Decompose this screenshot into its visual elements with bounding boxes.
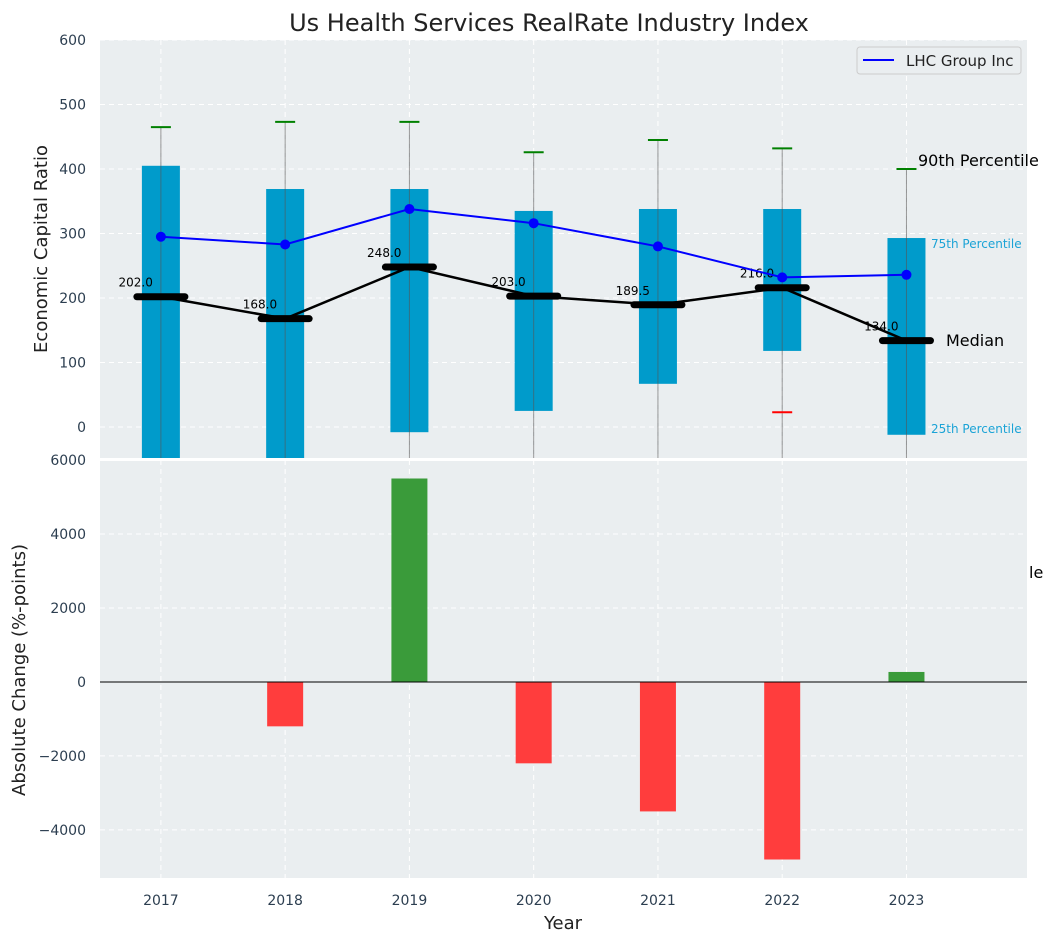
y-tick-label: 400 [59,162,86,178]
annotation-median: Median [946,331,1004,350]
x-tick-label: 2020 [516,893,552,909]
x-tick-label: 2023 [889,893,925,909]
y-tick-label: 6000 [50,453,86,469]
y-tick-label: 0 [77,420,86,436]
y-tick-label: 300 [59,227,86,243]
chart-title: Us Health Services RealRate Industry Ind… [289,9,809,37]
median-value-label: 168.0 [243,298,277,312]
x-tick-label: 2021 [640,893,676,909]
annotation-90th: 90th Percentile [918,151,1039,170]
change-bar-2021 [639,681,676,812]
top-plot: 202.0 168.0 248.0 203.0 189.5 216.0 134.0 [100,40,1027,458]
y-tick-label: 4000 [50,527,86,543]
legend-box [856,46,1022,75]
series-point-2023 [901,269,912,280]
change-bar-2023 [888,671,925,682]
series-point-2022 [777,272,788,283]
y-tick-label: 600 [59,33,86,49]
change-bar-2018 [267,681,304,727]
bottom-plot-background [100,461,1027,878]
median-value-label: 203.0 [491,275,525,289]
y-tick-label: 0 [77,675,86,691]
y-tick-label: 100 [59,356,86,372]
x-tick-label: 2022 [764,893,800,909]
median-value-label: 134.0 [864,320,898,334]
x-axis-label: Year [543,913,583,934]
annotation-clipped: le [1029,563,1043,582]
annotation-25th: 25th Percentile [931,422,1022,436]
y-tick-label: −2000 [39,749,86,765]
y-tick-label: 500 [59,98,86,114]
bottom-y-axis-label: Absolute Change (%-points) [9,544,30,796]
change-bar-2022 [764,681,801,860]
annotation-75th: 75th Percentile [931,237,1022,251]
series-point-2018 [280,239,291,250]
x-tick-label: 2017 [143,893,179,909]
legend-label: LHC Group Inc [906,52,1014,70]
top-plot-background [100,40,1027,458]
y-tick-label: −4000 [39,823,86,839]
y-tick-label: 200 [59,291,86,307]
median-value-label: 202.0 [119,276,153,290]
median-value-label: 216.0 [740,267,774,281]
legend: LHC Group Inc [856,46,1022,75]
bottom-plot [100,461,1027,878]
series-point-2019 [404,204,415,215]
x-tick-label: 2019 [392,893,428,909]
series-point-2020 [528,218,539,229]
series-point-2021 [652,241,663,252]
median-value-label: 189.5 [616,284,650,298]
change-bar-2019 [391,478,428,682]
x-tick-label: 2018 [267,893,303,909]
series-point-2017 [155,231,166,242]
median-value-label: 248.0 [367,246,401,260]
y-tick-label: 2000 [50,601,86,617]
change-bar-2020 [515,681,552,764]
top-y-axis-label: Economic Capital Ratio [31,145,52,353]
